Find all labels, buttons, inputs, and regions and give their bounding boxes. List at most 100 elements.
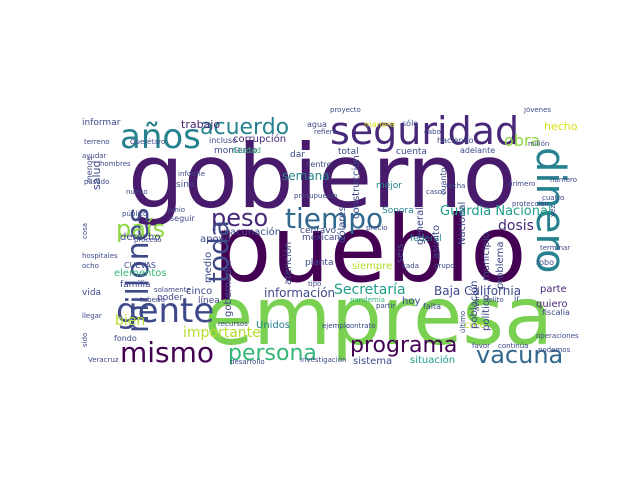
word: corrupción	[233, 134, 287, 145]
word: gobierno	[128, 125, 517, 228]
word: quiero	[536, 299, 568, 310]
word: terminar	[540, 244, 571, 252]
word: público	[122, 210, 148, 218]
word: recursos	[218, 320, 248, 328]
word: incluso	[209, 136, 238, 145]
word: pandemia	[350, 296, 385, 304]
word: hecho	[544, 120, 578, 133]
word: ir	[514, 294, 520, 303]
word: partir	[376, 302, 396, 310]
word: jóvenes	[524, 107, 552, 114]
word: sino	[176, 180, 195, 190]
word: importante	[183, 325, 261, 341]
word: cuatro	[542, 194, 565, 202]
word: informar	[82, 118, 121, 128]
word: favor	[472, 342, 491, 350]
word: dólares	[337, 206, 348, 243]
word: parte	[540, 284, 567, 295]
word: vez	[549, 204, 557, 217]
word: falta	[423, 302, 441, 311]
word: político	[481, 294, 492, 331]
word: línea	[198, 296, 220, 306]
word: vacunación	[224, 227, 282, 238]
word: país	[116, 215, 166, 243]
word: centavo	[300, 226, 337, 236]
word: medio	[203, 251, 214, 283]
word: tubería	[140, 296, 166, 304]
word: robo	[536, 258, 554, 267]
word: creo	[464, 320, 486, 331]
word: Querétaro	[130, 138, 166, 146]
word: pasado	[84, 178, 110, 186]
word: general	[415, 206, 426, 245]
word: mismo	[120, 336, 215, 369]
word: protección	[512, 200, 549, 208]
word: poder	[157, 293, 184, 303]
word: construcción	[351, 155, 362, 219]
word: cosa	[81, 222, 89, 239]
word: Ciudad	[233, 146, 261, 155]
word: asunto	[431, 224, 442, 259]
word: menos	[85, 156, 94, 183]
word: operaciones	[536, 332, 579, 340]
word: acuerdo	[200, 115, 290, 140]
word: gobernador	[223, 259, 234, 317]
word: Secretaría	[334, 282, 406, 298]
word: cabo	[424, 128, 441, 136]
word: desarrollo	[230, 358, 265, 366]
word: dar	[290, 150, 305, 160]
word: número	[550, 176, 578, 184]
word: tiempo	[285, 202, 384, 235]
word: grupo	[434, 262, 455, 270]
word: siempre	[352, 261, 393, 272]
word: avance	[473, 285, 481, 311]
word: manera	[364, 120, 395, 129]
word: delito	[484, 296, 504, 304]
word: mejor	[376, 181, 403, 191]
word: federal	[410, 234, 442, 244]
word: pueblo	[213, 196, 527, 303]
word: ejemplo	[322, 322, 351, 330]
word: casos	[426, 188, 446, 196]
word: presupuesto	[294, 192, 338, 200]
word: cada	[402, 262, 419, 270]
word: informe	[178, 170, 206, 178]
word: Nacional	[457, 201, 468, 245]
word: agua	[307, 120, 327, 129]
word: último	[459, 310, 467, 333]
word: continúa	[498, 342, 529, 350]
word: gente	[116, 291, 215, 331]
word: cinco	[186, 286, 213, 297]
word: Guardia Nacional	[440, 204, 552, 219]
word: proyecto	[330, 107, 361, 114]
word: seguir	[170, 214, 195, 223]
word: refiere	[314, 128, 337, 136]
word: CUEVAS	[124, 261, 157, 270]
word: tipo	[308, 280, 322, 288]
word: sido	[81, 332, 89, 347]
word: junio	[168, 206, 186, 214]
word: haciendo	[437, 136, 474, 145]
word: nuevo	[126, 188, 148, 196]
word: municipio	[481, 232, 492, 281]
word: fecha	[446, 182, 466, 190]
word: seguridad	[330, 109, 520, 153]
word-cloud: gobierno pueblo empresa seguridad años d…	[80, 107, 581, 369]
word: contrato	[346, 322, 376, 330]
word: total	[338, 147, 359, 157]
word: mexicano	[302, 233, 346, 243]
word: peso	[211, 204, 269, 232]
word: hospitales	[82, 252, 118, 260]
word: semana	[282, 169, 330, 183]
word: cuenta	[396, 147, 427, 157]
word: años	[120, 117, 201, 157]
word: trabajo	[181, 118, 221, 131]
word: derecho	[120, 232, 161, 243]
word: podemos	[538, 346, 571, 354]
word: terreno	[84, 138, 110, 146]
word: seis	[395, 243, 406, 263]
word: ayudar	[82, 152, 107, 160]
word: ocho	[82, 262, 99, 270]
word: momento	[214, 146, 258, 156]
